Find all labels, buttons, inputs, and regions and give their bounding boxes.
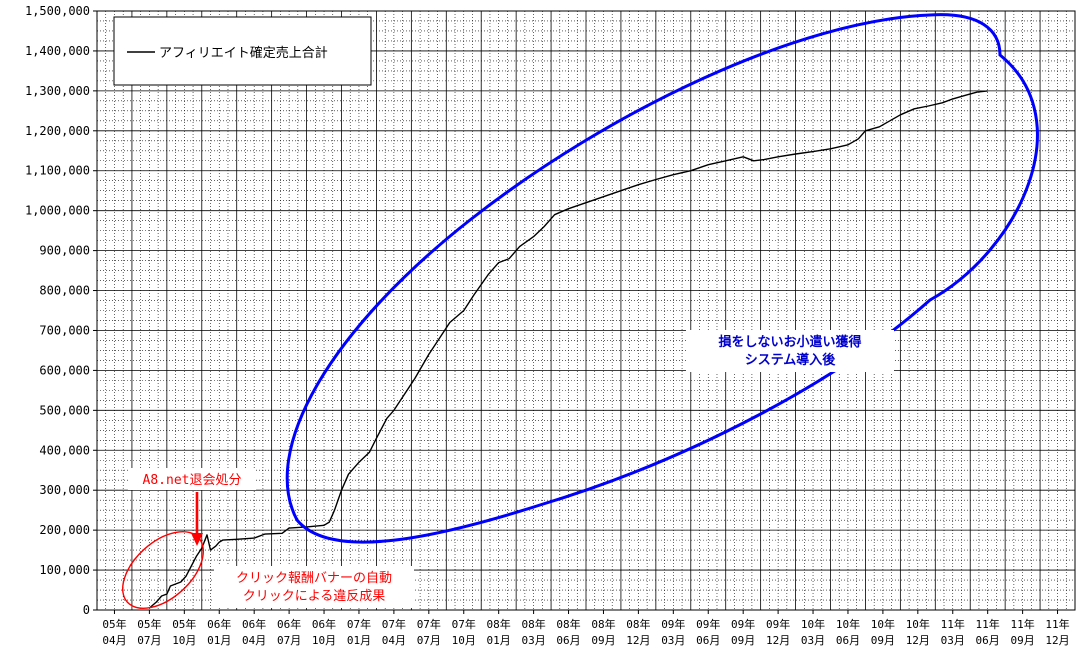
x-tick-label-year: 05年 xyxy=(137,617,161,631)
x-tick-label-year: 05年 xyxy=(172,617,196,631)
y-tick-label: 1,200,000 xyxy=(25,124,90,138)
x-tick-label-year: 11年 xyxy=(941,617,965,631)
x-tick-label-year: 08年 xyxy=(487,617,511,631)
x-tick-label-month: 01月 xyxy=(347,634,371,647)
series-line-0 xyxy=(148,90,988,609)
annotations: A8.net退会処分 クリック報酬バナーの自動 クリックによる違反成果 損をしな… xyxy=(128,330,894,608)
annotation-system-line-1: 損をしないお小遣い獲得 xyxy=(718,334,861,350)
x-tick-label-month: 04月 xyxy=(242,634,266,647)
x-tick-label-month: 10月 xyxy=(312,634,336,647)
y-tick-label: 100,000 xyxy=(39,563,90,577)
x-tick-label-year: 06年 xyxy=(207,617,231,631)
x-tick-label-month: 09月 xyxy=(1010,634,1034,647)
y-axis: 0 100,000 200,000 300,000 400,000 500,000 600,… xyxy=(25,4,97,617)
y-tick-label: 1,400,000 xyxy=(25,44,90,58)
x-tick-label-month: 09月 xyxy=(731,634,755,647)
annotation-violation-line-1: クリック報酬バナーの自動 xyxy=(236,571,392,586)
x-tick-label-month: 10月 xyxy=(452,634,476,647)
y-tick-label: 1,300,000 xyxy=(25,84,90,98)
legend-label: アフィリエイト確定売上合計 xyxy=(159,45,328,61)
x-tick-label-year: 07年 xyxy=(382,617,406,631)
x-tick-label-year: 09年 xyxy=(661,617,685,631)
y-tick-label: 300,000 xyxy=(39,483,90,497)
x-tick-label-month: 12月 xyxy=(766,634,790,647)
legend: アフィリエイト確定売上合計 xyxy=(113,16,372,86)
x-tick-label-month: 12月 xyxy=(906,634,930,647)
annotation-a8-text: A8.net退会処分 xyxy=(143,473,242,488)
x-tick-label-month: 04月 xyxy=(382,634,406,647)
x-tick-label-year: 09年 xyxy=(696,617,720,631)
x-tick-label-month: 07月 xyxy=(137,634,161,647)
x-tick-label-month: 07月 xyxy=(417,634,441,647)
plot-area-border xyxy=(96,10,1076,611)
x-tick-label-month: 03月 xyxy=(661,634,685,647)
x-tick-label-month: 03月 xyxy=(801,634,825,647)
annotation-system-line-2: システム導入後 xyxy=(745,352,837,368)
x-tick-label-year: 09年 xyxy=(766,617,790,631)
x-tick-label-year: 07年 xyxy=(452,617,476,631)
x-tick-label-year: 09年 xyxy=(731,617,755,631)
y-tick-label: 500,000 xyxy=(39,403,90,417)
x-tick-label-year: 10年 xyxy=(801,617,825,631)
x-tick-label-month: 04月 xyxy=(102,634,126,647)
annotation-violation-line-2: クリックによる違反成果 xyxy=(243,589,386,604)
series xyxy=(148,90,988,609)
y-tick-label: 200,000 xyxy=(39,523,90,537)
x-tick-label-month: 03月 xyxy=(941,634,965,647)
y-tick-label: 900,000 xyxy=(39,244,90,258)
x-tick-label-month: 01月 xyxy=(487,634,511,647)
annotation-shapes xyxy=(122,13,1039,609)
red-annotation-arrowhead xyxy=(191,533,203,546)
x-tick-label-month: 01月 xyxy=(207,634,231,647)
x-tick-label-month: 09月 xyxy=(871,634,895,647)
x-tick-label-month: 03月 xyxy=(521,634,545,647)
x-tick-label-month: 12月 xyxy=(1045,634,1069,647)
annotation-system-box xyxy=(686,330,894,372)
x-tick-label-month: 10月 xyxy=(172,634,196,647)
x-tick-label-year: 11年 xyxy=(1045,617,1069,631)
y-tick-label: 600,000 xyxy=(39,363,90,377)
y-tick-label: 400,000 xyxy=(39,443,90,457)
x-tick-label-year: 05年 xyxy=(102,617,126,631)
x-tick-label-year: 11年 xyxy=(1010,617,1034,631)
x-tick-label-year: 07年 xyxy=(417,617,441,631)
x-tick-label-year: 08年 xyxy=(591,617,615,631)
x-tick-label-year: 06年 xyxy=(312,617,336,631)
x-tick-label-year: 07年 xyxy=(347,617,371,631)
annotation-violation-box xyxy=(214,566,414,608)
x-tick-label-year: 08年 xyxy=(521,617,545,631)
x-tick-label-year: 11年 xyxy=(976,617,1000,631)
y-tick-label: 1,000,000 xyxy=(25,204,90,218)
blue-annotation-ellipse xyxy=(285,13,1039,544)
x-tick-label-month: 06月 xyxy=(696,634,720,647)
x-tick-label-year: 10年 xyxy=(906,617,930,631)
x-axis: 05年 04月 05年 07月 05年 10月 06年 01月 06年 04月 06年 07月 06年 1… xyxy=(102,610,1070,647)
legend-box xyxy=(113,16,372,86)
x-tick-label-month: 06月 xyxy=(556,634,580,647)
x-tick-label-year: 10年 xyxy=(836,617,860,631)
x-tick-label-year: 10年 xyxy=(871,617,895,631)
x-tick-label-month: 07月 xyxy=(277,634,301,647)
x-tick-label-month: 09月 xyxy=(591,634,615,647)
x-tick-label-year: 08年 xyxy=(556,617,580,631)
y-tick-label: 0 xyxy=(83,603,90,617)
x-tick-label-year: 06年 xyxy=(242,617,266,631)
x-tick-label-year: 06年 xyxy=(277,617,301,631)
x-tick-label-month: 06月 xyxy=(976,634,1000,647)
x-tick-label-month: 12月 xyxy=(626,634,650,647)
y-tick-label: 800,000 xyxy=(39,284,90,298)
x-tick-label-year: 08年 xyxy=(626,617,650,631)
x-tick-label-month: 06月 xyxy=(836,634,860,647)
y-tick-label: 700,000 xyxy=(39,323,90,337)
annotation-a8-box xyxy=(128,468,256,490)
y-tick-label: 1,100,000 xyxy=(25,164,90,178)
y-tick-label: 1,500,000 xyxy=(25,4,90,18)
